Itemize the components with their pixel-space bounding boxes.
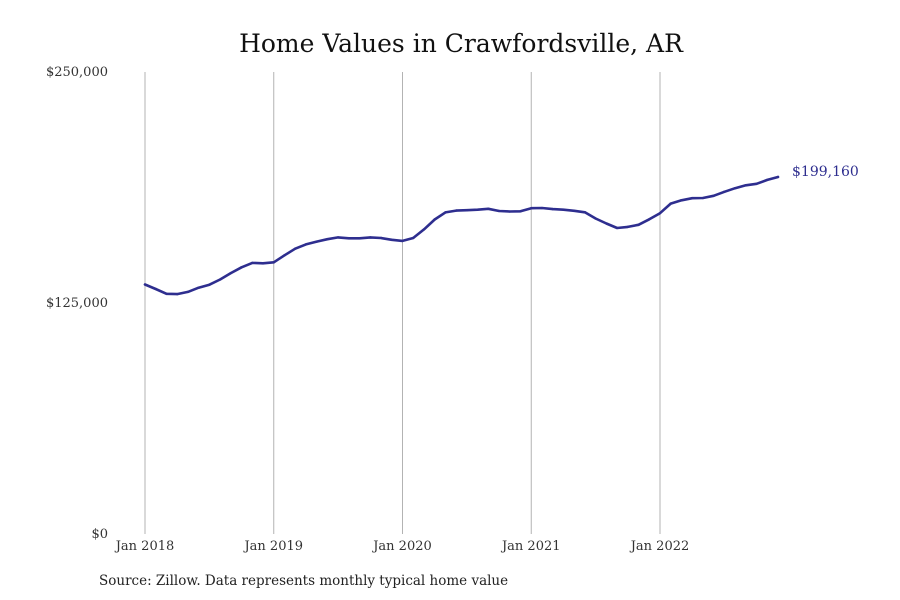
chart-title: Home Values in Crawfordsville, AR (239, 29, 684, 58)
data-point (304, 243, 308, 246)
data-point (454, 209, 458, 212)
data-point (229, 271, 233, 275)
data-point (508, 210, 511, 213)
data-point (733, 187, 737, 190)
y-tick-label: $250,000 (46, 65, 108, 80)
data-point (379, 236, 383, 240)
data-point (701, 196, 705, 200)
data-point (648, 218, 651, 221)
data-point (315, 240, 318, 243)
source-note: Source: Zillow. Data represents monthly … (99, 573, 508, 589)
data-point (294, 247, 297, 250)
x-tick-label: Jan 2022 (629, 539, 690, 554)
x-tick-label: Jan 2021 (500, 539, 561, 554)
data-point (369, 236, 372, 239)
series-line (143, 175, 780, 296)
data-point (615, 226, 619, 230)
data-point (487, 207, 490, 210)
data-point (283, 254, 286, 257)
data-point (326, 238, 329, 241)
data-point (583, 211, 587, 214)
y-axis-ticks: $0 $125,000 $250,000 (46, 65, 108, 542)
data-point (433, 218, 436, 221)
data-point (261, 262, 265, 265)
data-point (551, 207, 554, 211)
series-layer: $199,160 (143, 164, 859, 296)
data-point (637, 223, 640, 227)
data-point (712, 194, 715, 198)
x-tick-label: Jan 2019 (242, 539, 303, 554)
data-point (412, 236, 415, 240)
data-point (680, 199, 683, 202)
data-point (154, 287, 157, 291)
data-point (519, 210, 522, 213)
data-point (594, 217, 597, 220)
data-point (390, 238, 393, 241)
data-point (197, 286, 200, 289)
data-point (669, 202, 672, 205)
data-point (605, 222, 608, 225)
data-point (175, 292, 179, 296)
data-point (347, 237, 351, 240)
data-point (744, 184, 748, 187)
data-point (336, 236, 340, 239)
x-tick-label: Jan 2018 (114, 539, 175, 554)
data-point (444, 211, 447, 214)
x-tick-label: Jan 2020 (371, 539, 432, 554)
data-point (776, 175, 780, 179)
data-point (540, 206, 544, 210)
data-point (143, 283, 147, 286)
data-point (208, 283, 211, 286)
y-tick-label: $0 (91, 527, 108, 542)
data-point (218, 278, 222, 281)
x-gridlines (144, 72, 661, 534)
data-point (562, 208, 565, 211)
data-point (476, 208, 479, 211)
data-point (422, 228, 426, 231)
data-point (497, 209, 501, 213)
data-point (272, 261, 275, 264)
end-value-label: $199,160 (792, 164, 859, 180)
data-point (690, 197, 694, 200)
data-point (401, 239, 404, 243)
data-point (766, 178, 769, 182)
data-point (626, 225, 630, 229)
data-point (723, 190, 726, 193)
data-point (530, 206, 533, 210)
data-point (165, 292, 168, 295)
data-point (186, 290, 190, 294)
x-axis-ticks: Jan 2018 Jan 2019 Jan 2020 Jan 2021 Jan 2022 (114, 539, 690, 554)
data-point (572, 209, 576, 212)
data-point (755, 182, 758, 186)
data-point (658, 211, 662, 215)
data-point (358, 237, 361, 240)
y-tick-label: $125,000 (46, 296, 108, 311)
data-point (240, 266, 243, 269)
data-point (251, 261, 254, 265)
data-point (465, 209, 469, 212)
